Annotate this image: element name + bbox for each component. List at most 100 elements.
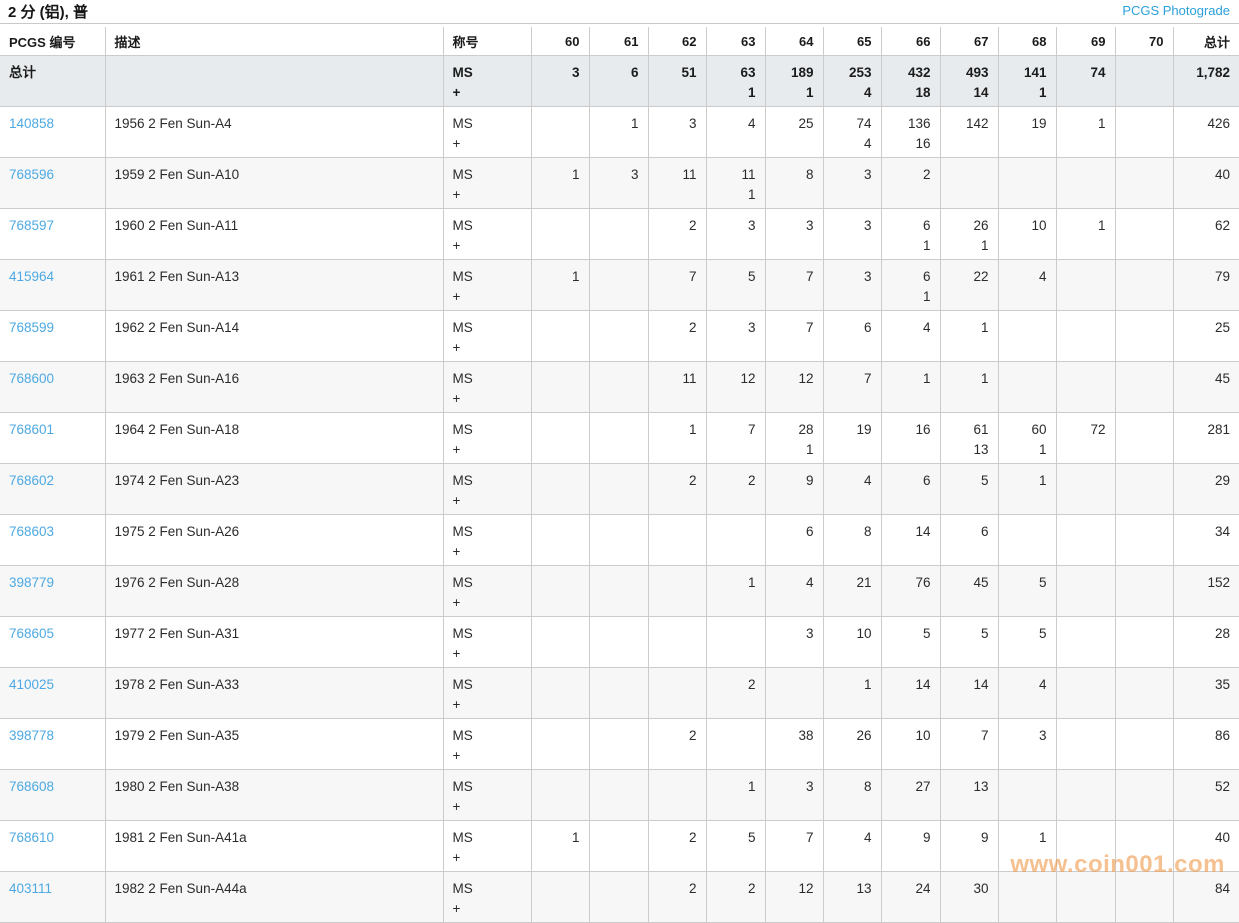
table-row: 768602 1974 2 Fen Sun-A23 MS +2 2 9 4 6 5 1 29: [0, 463, 1239, 515]
header-pcgs-number: PCGS 编号: [0, 27, 106, 56]
header-total: 总计: [1172, 27, 1239, 56]
grade-61-cell: 6: [588, 55, 649, 107]
pcgs-number-cell: 768603: [0, 514, 106, 566]
coin-description: 1960 2 Fen Sun-A11: [104, 208, 444, 260]
grade-60-cell: 1: [530, 157, 590, 209]
pcgs-number-link[interactable]: 768603: [9, 524, 55, 539]
grade-64-cell: [764, 667, 824, 719]
pcgs-number-link[interactable]: 415964: [9, 269, 55, 284]
table-row: 410025 1978 2 Fen Sun-A33 MS +2 1 14 14 4 35: [0, 667, 1239, 719]
grade-66-cell: 14: [880, 667, 941, 719]
pcgs-number-link[interactable]: 768602: [9, 473, 55, 488]
grade-67-cell: 142: [939, 106, 999, 158]
header-grade-69: 69: [1055, 27, 1116, 56]
grade-63-cell: 11 1: [705, 157, 766, 209]
grade-68-cell: 4: [997, 259, 1057, 311]
grade-68-cell: [997, 871, 1057, 923]
grade-68-cell: 141 1: [997, 55, 1057, 107]
pcgs-number-link[interactable]: 403111: [9, 881, 53, 896]
pcgs-number-link[interactable]: 140858: [9, 116, 55, 131]
total-cell: 1,782: [1172, 55, 1239, 107]
grade-61-cell: 1: [588, 106, 649, 158]
pcgs-number-link[interactable]: 768608: [9, 779, 55, 794]
grade-60-cell: [530, 412, 590, 464]
pcgs-number-link[interactable]: 768605: [9, 626, 55, 641]
grade-63-cell: [705, 616, 766, 668]
pcgs-number-cell: 403111: [0, 871, 106, 923]
grade-61-cell: [588, 667, 649, 719]
grade-69-cell: 1: [1055, 208, 1116, 260]
header-grade-65: 65: [822, 27, 882, 56]
grade-69-cell: [1055, 361, 1116, 413]
pcgs-number-cell: 768610: [0, 820, 106, 872]
grade-64-cell: 189 1: [764, 55, 824, 107]
grade-64-cell: 7: [764, 259, 824, 311]
total-cell: 62: [1172, 208, 1239, 260]
grade-62-cell: [647, 769, 707, 821]
pcgs-photograde-link[interactable]: PCGS Photograde: [1122, 3, 1230, 18]
grade-67-cell: 13: [939, 769, 999, 821]
grade-63-cell: 3: [705, 208, 766, 260]
total-cell: 84: [1172, 871, 1239, 923]
pcgs-number-link[interactable]: 768599: [9, 320, 55, 335]
designation-cell: MS +: [442, 208, 532, 260]
grade-69-cell: [1055, 820, 1116, 872]
grade-61-cell: 3: [588, 157, 649, 209]
grade-66-cell: 6: [880, 463, 941, 515]
grade-70-cell: [1114, 871, 1174, 923]
grade-63-cell: 1: [705, 565, 766, 617]
grade-65-cell: 7: [822, 361, 882, 413]
pcgs-number-link[interactable]: 768600: [9, 371, 55, 386]
pcgs-number-link[interactable]: 768601: [9, 422, 55, 437]
grade-63-cell: 2: [705, 667, 766, 719]
pcgs-number-link[interactable]: 398779: [9, 575, 55, 590]
grade-61-cell: [588, 871, 649, 923]
grade-61-cell: [588, 412, 649, 464]
header-grade-68: 68: [997, 27, 1057, 56]
coin-description: 1978 2 Fen Sun-A33: [104, 667, 444, 719]
grade-67-cell: 30: [939, 871, 999, 923]
grade-60-cell: [530, 616, 590, 668]
grade-69-cell: 74: [1055, 55, 1116, 107]
total-cell: 152: [1172, 565, 1239, 617]
grade-67-cell: 5: [939, 463, 999, 515]
grade-60-cell: [530, 208, 590, 260]
grade-67-cell: 61 13: [939, 412, 999, 464]
grade-69-cell: 1: [1055, 106, 1116, 158]
grade-62-cell: 2: [647, 871, 707, 923]
coin-description: 1962 2 Fen Sun-A14: [104, 310, 444, 362]
grade-67-cell: 6: [939, 514, 999, 566]
grade-64-cell: 12: [764, 361, 824, 413]
total-cell: 281: [1172, 412, 1239, 464]
total-cell: 40: [1172, 820, 1239, 872]
pcgs-number-link[interactable]: 768596: [9, 167, 55, 182]
grade-64-cell: 9: [764, 463, 824, 515]
grade-63-cell: 5: [705, 820, 766, 872]
pcgs-number-cell: 140858: [0, 106, 106, 158]
grade-68-cell: [997, 157, 1057, 209]
grade-70-cell: [1114, 718, 1174, 770]
grade-66-cell: 5: [880, 616, 941, 668]
grade-69-cell: [1055, 514, 1116, 566]
table-row: 768596 1959 2 Fen Sun-A10 MS +1 3 11 11 1 8 3 2 40: [0, 157, 1239, 209]
grade-68-cell: 60 1: [997, 412, 1057, 464]
pcgs-number-cell: 410025: [0, 667, 106, 719]
grade-62-cell: 11: [647, 157, 707, 209]
grade-66-cell: 16: [880, 412, 941, 464]
coin-description: 1976 2 Fen Sun-A28: [104, 565, 444, 617]
grade-61-cell: [588, 310, 649, 362]
pcgs-number-link[interactable]: 768610: [9, 830, 55, 845]
grade-64-cell: 28 1: [764, 412, 824, 464]
grade-61-cell: [588, 718, 649, 770]
pcgs-number-link[interactable]: 398778: [9, 728, 55, 743]
pcgs-number-link[interactable]: 768597: [9, 218, 55, 233]
grade-67-cell: 7: [939, 718, 999, 770]
header-grade-67: 67: [939, 27, 999, 56]
table-row: 768610 1981 2 Fen Sun-A41a MS +1 2 5 7 4 9 9 1 40: [0, 820, 1239, 872]
grade-68-cell: 3: [997, 718, 1057, 770]
grade-60-cell: [530, 769, 590, 821]
table-row: 768600 1963 2 Fen Sun-A16 MS +11 12 12 7 1 1 45: [0, 361, 1239, 413]
grade-70-cell: [1114, 412, 1174, 464]
pcgs-number-link[interactable]: 410025: [9, 677, 55, 692]
